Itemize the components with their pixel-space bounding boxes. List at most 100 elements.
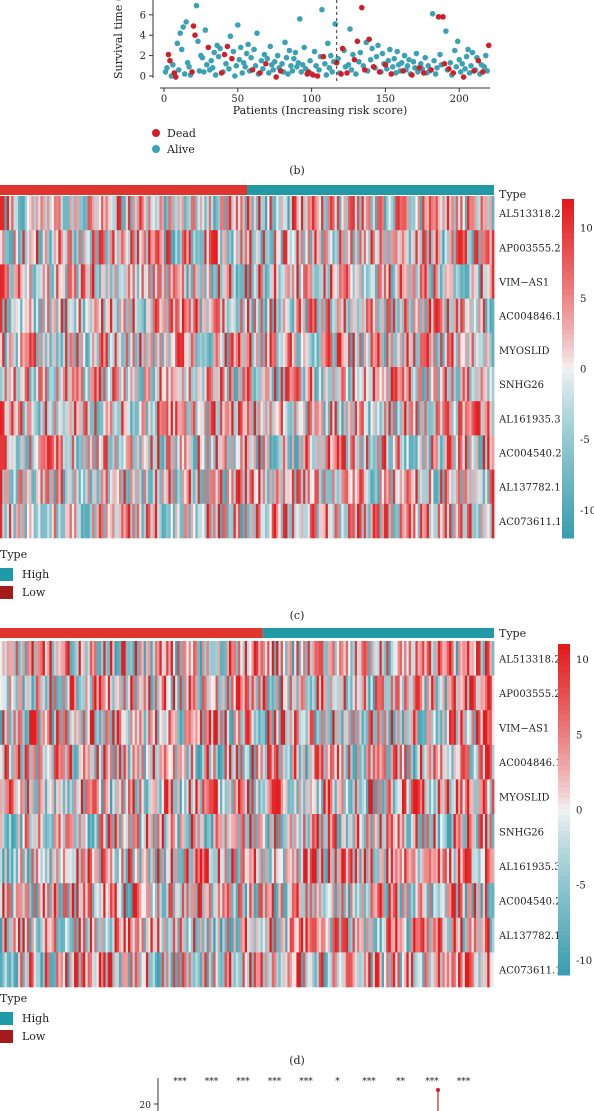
heatmap-cell — [89, 298, 93, 334]
heatmap-cell — [143, 332, 147, 368]
heatmap-cell — [431, 952, 434, 988]
heatmap-cell — [449, 332, 452, 368]
heatmap-cell — [485, 298, 488, 334]
heatmap-cell — [392, 952, 396, 988]
heatmap-cell — [247, 675, 250, 711]
heatmap-cell — [143, 230, 147, 265]
heatmap-cell — [307, 503, 311, 539]
heatmap-cell — [229, 814, 232, 849]
heatmap-cell — [476, 710, 479, 746]
heatmap-cell — [166, 230, 169, 265]
heatmap-cell — [476, 744, 479, 780]
heatmap-cell — [424, 469, 428, 505]
heatmap-cell — [123, 814, 127, 849]
heatmap-cell — [467, 401, 470, 436]
heatmap-cell — [352, 367, 356, 402]
heatmap-cell — [305, 332, 309, 368]
heatmap-cell — [110, 952, 113, 988]
color-scale-step — [562, 419, 574, 426]
heatmap-cell — [83, 332, 86, 368]
dead-point — [485, 42, 492, 49]
heatmap-cell — [417, 298, 421, 334]
color-scale-step — [562, 244, 574, 251]
heatmap-cell — [226, 641, 230, 676]
heatmap-cell — [449, 744, 452, 780]
heatmap-cell — [363, 744, 367, 780]
heatmap-cell — [251, 917, 255, 953]
heatmap-cell — [253, 952, 257, 988]
heatmap-cell — [480, 779, 484, 815]
heatmap-cell — [401, 435, 405, 470]
heatmap-cell — [42, 814, 46, 849]
heatmap-cell — [208, 264, 212, 299]
heatmap-cell — [40, 779, 44, 815]
heatmap-cell — [280, 367, 284, 402]
heatmap-cell — [410, 230, 414, 265]
heatmap-cell — [13, 814, 17, 849]
heatmap-cell — [119, 710, 122, 746]
color-scale-step — [558, 688, 570, 695]
heatmap-cell — [193, 230, 196, 265]
heatmap-cell — [442, 744, 445, 780]
heatmap-cell — [289, 264, 293, 299]
heatmap-cell — [323, 952, 326, 988]
heatmap-cell — [271, 814, 275, 849]
heatmap-cell — [143, 710, 147, 746]
heatmap-cell — [408, 230, 412, 265]
heatmap-cell — [226, 264, 230, 299]
heatmap-cell — [312, 196, 315, 231]
heatmap-cell — [31, 264, 35, 299]
color-scale-step — [562, 515, 574, 522]
heatmap-cell — [476, 435, 479, 470]
heatmap-cell — [404, 883, 407, 919]
heatmap-cell — [139, 917, 142, 953]
heatmap-cell — [71, 779, 75, 815]
heatmap-cell — [440, 952, 443, 988]
heatmap-cell — [348, 779, 351, 815]
heatmap-cell — [4, 675, 8, 711]
heatmap-cell — [334, 952, 338, 988]
heatmap-cell — [233, 917, 237, 953]
heatmap-cell — [181, 367, 185, 402]
heatmap-cell — [213, 952, 216, 988]
heatmap-cell — [273, 469, 277, 505]
heatmap-cell — [357, 848, 360, 884]
color-scale-step — [562, 238, 574, 245]
heatmap-cell — [114, 641, 118, 676]
heatmap-cell — [231, 744, 234, 780]
alive-point — [201, 69, 207, 75]
heatmap-cell — [258, 503, 261, 539]
heatmap-cell — [343, 503, 347, 539]
heatmap-cell — [467, 367, 470, 402]
color-scale-tick-label: -10 — [576, 956, 592, 967]
heatmap-cell — [401, 503, 405, 539]
heatmap-cell — [458, 503, 461, 539]
heatmap-cell — [139, 744, 142, 780]
heatmap-cell — [244, 779, 248, 815]
heatmap-cell — [8, 469, 12, 505]
heatmap-cell — [195, 710, 198, 746]
heatmap-cell — [40, 917, 44, 953]
heatmap-cell — [294, 883, 297, 919]
heatmap-cell — [195, 814, 198, 849]
heatmap-cell — [206, 367, 210, 402]
heatmap-cell — [321, 883, 324, 919]
heatmap-cell — [332, 503, 335, 539]
heatmap-cell — [332, 435, 335, 470]
heatmap-cell — [215, 503, 219, 539]
heatmap-cell — [437, 917, 441, 953]
heatmap-cell — [408, 435, 412, 470]
heatmap-cell — [390, 641, 394, 676]
color-scale-step — [562, 492, 574, 499]
heatmap-cell — [462, 883, 466, 919]
heatmap-cell — [374, 503, 378, 539]
heatmap-cell — [491, 641, 495, 676]
heatmap-cell — [208, 814, 212, 849]
heatmap-cell — [179, 435, 183, 470]
color-scale-step — [562, 475, 574, 482]
heatmap-cell — [428, 779, 432, 815]
heatmap-cell — [262, 641, 266, 676]
heatmap-cell — [489, 883, 493, 919]
heatmap-cell — [303, 401, 306, 436]
heatmap-cell — [401, 814, 405, 849]
